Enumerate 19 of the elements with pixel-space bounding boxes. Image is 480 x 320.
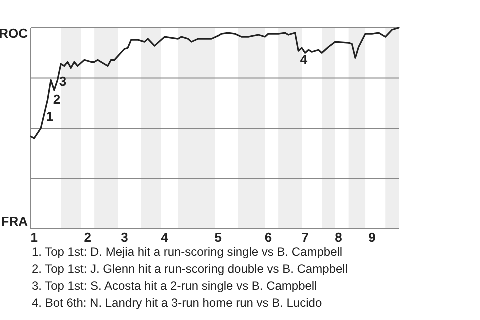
annotation: 2: [53, 92, 61, 107]
x-tick-label: 3: [121, 230, 128, 246]
x-tick-label: 6: [264, 230, 272, 246]
text: ROC: [0, 26, 29, 41]
text: FRA: [1, 214, 29, 229]
text: 1. Top 1st: D. Mejia hit a run-scoring single vs B. Campbell: [32, 245, 343, 259]
text: 4. Bot 6th: N. Landry hit a 3-run home run vs B. Lucido: [32, 296, 322, 310]
x-tick-label: 7: [302, 230, 309, 246]
annotation: 3: [59, 74, 67, 89]
annotation: 4: [300, 52, 308, 67]
text: 3. Top 1st: S. Acosta hit a 2-run single vs B. Campbell: [32, 279, 318, 293]
text: 2. Top 1st: J. Glenn hit a run-scoring double vs B. Campbell: [32, 262, 348, 276]
annotation: 1: [46, 109, 54, 124]
x-tick-label: 5: [214, 230, 222, 246]
x-tick-label: 2: [84, 230, 92, 246]
x-tick-label: 8: [335, 230, 342, 246]
x-tick-label: 4: [161, 230, 170, 246]
x-tick-label: 9: [368, 230, 376, 246]
x-tick-label: 1: [30, 230, 38, 246]
